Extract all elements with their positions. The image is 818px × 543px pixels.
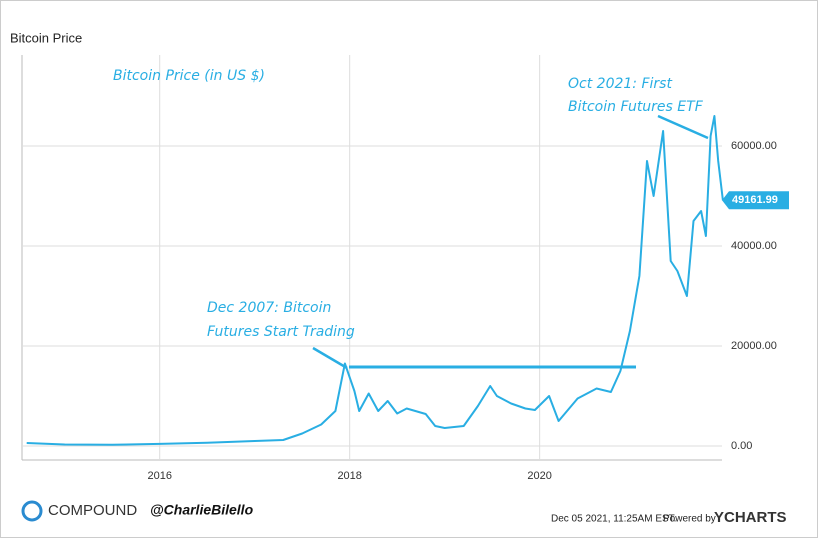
annotation: Dec 2007: Bitcoin [207,300,331,316]
annotation: Oct 2021: First [568,76,672,92]
y-tick-label: 60000.00 [731,140,777,152]
powered-by: Powered by [663,514,716,525]
brand: COMPOUND [48,502,137,519]
x-tick-label: 2016 [147,470,171,482]
y-tick-label: 20000.00 [731,340,777,352]
last-value-box [722,191,789,210]
logo [21,500,43,522]
arrow [657,114,709,140]
y-tick-label: 40000.00 [731,240,777,252]
annotation: Futures Start Trading [207,324,355,340]
annotation: Bitcoin Price (in US $) [113,68,265,84]
chart-title: Bitcoin Price [10,30,82,45]
price-line [26,115,724,446]
timestamp: Dec 05 2021, 11:25AM EST. [551,514,676,525]
arrow [312,346,348,370]
x-tick-label: 2018 [337,470,361,482]
handle: @CharlieBilello [150,502,254,518]
last-value-label: 49161.99 [732,194,778,206]
y-tick-label: 0.00 [731,440,752,452]
annotation: Bitcoin Futures ETF [568,99,704,115]
x-tick-label: 2020 [527,470,551,482]
provider: YCHARTS [714,509,787,526]
